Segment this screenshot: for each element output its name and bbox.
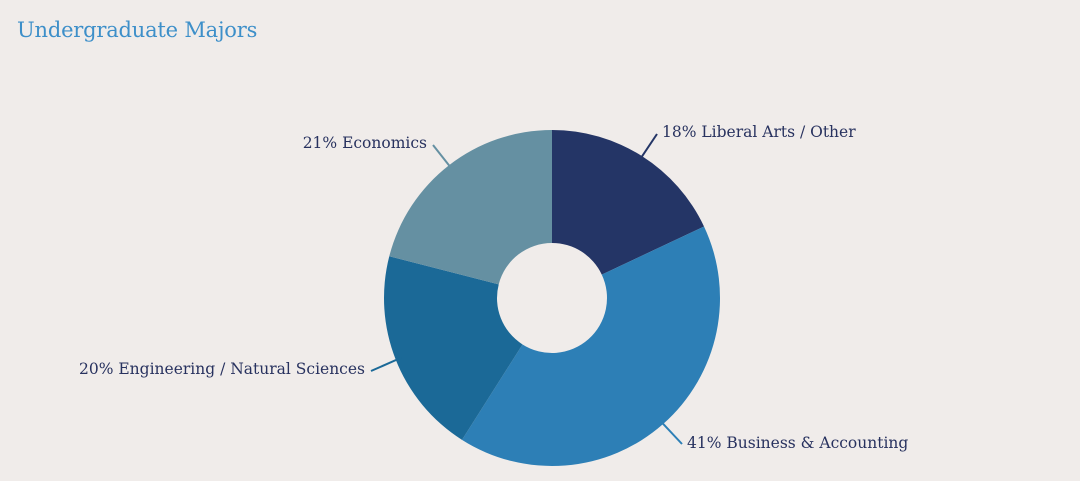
slice-labels: 18% Liberal Arts / Other 41% Business & A… (79, 123, 908, 452)
slice-label: 41% Business & Accounting (687, 434, 908, 452)
donut-slices (384, 130, 720, 466)
slice-label: 18% Liberal Arts / Other (662, 123, 856, 141)
leader-line (658, 418, 683, 445)
slice-economics (389, 130, 552, 285)
leader-line (637, 133, 658, 162)
leader-line (432, 144, 454, 171)
slice-label: 20% Engineering / Natural Sciences (79, 360, 365, 378)
leader-lines (370, 133, 683, 445)
chart-title: Undergraduate Majors (17, 18, 258, 42)
leader-line (370, 356, 402, 372)
slice-business-accounting (461, 226, 720, 466)
slice-liberal-arts-other (552, 130, 705, 275)
slice-label: 21% Economics (303, 134, 427, 152)
slice-engineering-natural-sciences (384, 256, 523, 440)
